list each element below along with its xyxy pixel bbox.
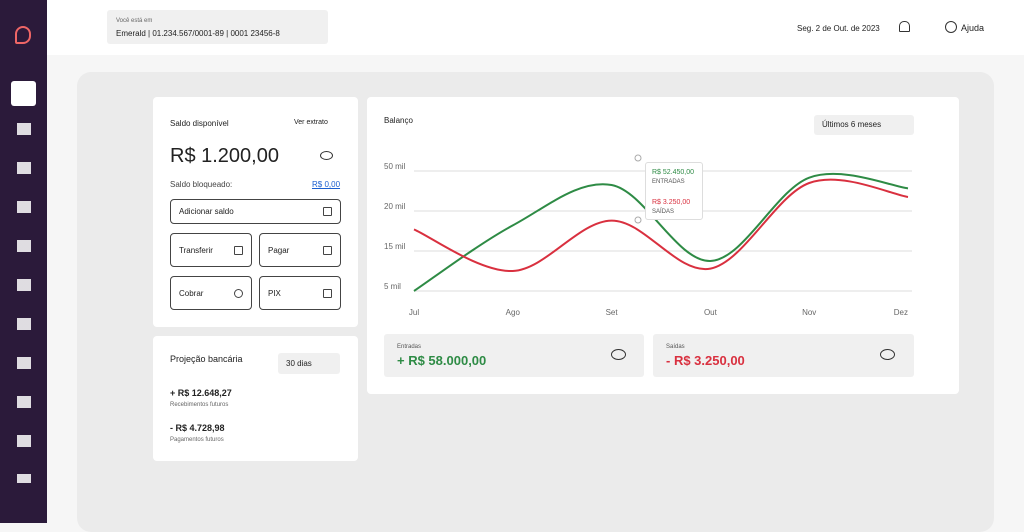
summary-out: Saídas - R$ 3.250,00 <box>653 334 914 377</box>
hover-point <box>634 154 642 162</box>
y-tick-label: 50 mil <box>384 162 406 171</box>
icon <box>234 288 243 298</box>
label: Cobrar <box>179 288 204 298</box>
action[interactable]: Transferir <box>170 233 252 267</box>
label: Você está em <box>116 18 153 24</box>
date: Seg. 2 de Out. de 2023 <box>797 24 880 33</box>
chart-card: Balanço Últimos 6 meses 5 mil 15 mil 20 mi… <box>367 97 959 394</box>
amount: - R$ 4.728,98 <box>170 423 225 433</box>
help-icon[interactable] <box>945 21 957 33</box>
label: SAÍDAS <box>652 209 675 215</box>
y-tick-label: 5 mil <box>384 282 401 291</box>
x-tick-label: Dez <box>894 308 908 317</box>
x-tick-label: Ago <box>506 308 521 317</box>
amount: - R$ 3.250,00 <box>666 353 745 368</box>
hover-point <box>634 216 642 224</box>
label: Pagar <box>268 245 290 255</box>
nav-home[interactable] <box>11 81 36 106</box>
amount: + R$ 12.648,27 <box>170 388 232 398</box>
action[interactable]: Pagar <box>259 233 341 267</box>
add-button[interactable]: Adicionar saldo <box>170 199 341 224</box>
label: Saldo bloqueado: <box>170 180 233 189</box>
value: R$ 52.450,00 <box>652 169 695 176</box>
balance-card: Saldo disponível Ver extrato R$ 1.200,00… <box>153 97 358 327</box>
action[interactable]: PIX <box>259 276 341 310</box>
label: ENTRADAS <box>652 179 685 185</box>
projection-card: Projeção bancária 30 dias + R$ 12.648,27… <box>153 336 358 461</box>
value: R$ 3.250,00 <box>652 199 691 206</box>
x-tick-label: Out <box>704 308 718 317</box>
series-line <box>413 173 909 292</box>
label: Transferir <box>179 245 213 255</box>
account-select[interactable]: Você está em Emerald | 01.234.567/0001-8… <box>107 10 328 44</box>
title: Projeção bancária <box>170 354 243 364</box>
x-tick-label: Nov <box>802 308 816 317</box>
icon <box>323 245 332 255</box>
bell[interactable] <box>899 21 910 32</box>
account: Emerald | 01.234.567/0001-89 | 0001 2345… <box>116 29 280 38</box>
y-tick-label: 20 mil <box>384 202 406 211</box>
label: Entradas <box>397 344 422 350</box>
period-select[interactable]: Últimos 6 meses <box>814 115 914 135</box>
icon <box>323 207 332 216</box>
period-select[interactable]: 30 dias <box>278 353 340 374</box>
action[interactable]: Cobrar <box>170 276 252 310</box>
chart-title: Balanço <box>384 116 413 125</box>
amount: R$ 1.200,00 <box>170 145 279 167</box>
logo <box>15 26 31 44</box>
nav-icons[interactable] <box>17 123 31 483</box>
amount: + R$ 58.000,00 <box>397 353 487 368</box>
eye[interactable] <box>320 151 333 160</box>
label: Saídas <box>666 344 685 350</box>
icon <box>323 288 332 298</box>
series-line <box>413 178 909 273</box>
y-tick-label: 15 mil <box>384 242 406 251</box>
link[interactable]: Ver extrato <box>294 119 328 126</box>
label: Recebimentos futuros <box>170 402 229 408</box>
eye[interactable] <box>611 349 626 360</box>
x-tick-label: Set <box>606 308 619 317</box>
label: Adicionar saldo <box>179 207 234 216</box>
value[interactable]: R$ 0,00 <box>312 180 341 189</box>
x-tick-label: Jul <box>409 308 419 317</box>
sidebar <box>0 0 47 523</box>
icon <box>234 245 243 255</box>
summary-in: Entradas + R$ 58.000,00 <box>384 334 644 377</box>
eye[interactable] <box>880 349 895 360</box>
label: Pagamentos futuros <box>170 437 224 443</box>
tooltip: R$ 52.450,00 ENTRADAS R$ 3.250,00 SAÍDAS <box>645 162 703 220</box>
title: Saldo disponível <box>170 119 229 128</box>
help[interactable]: Ajuda <box>961 23 985 33</box>
label: PIX <box>268 288 281 298</box>
